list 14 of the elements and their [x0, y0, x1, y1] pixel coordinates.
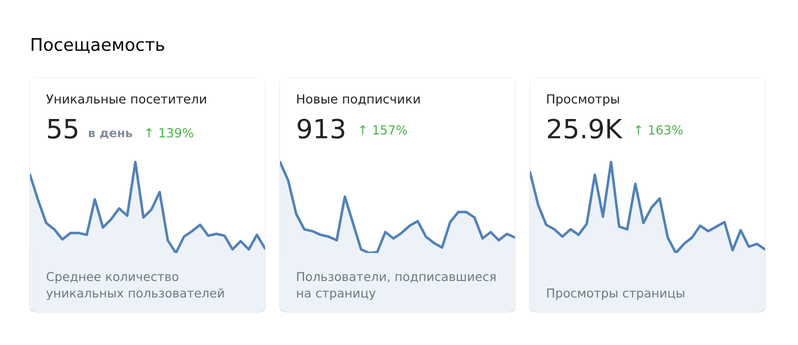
chart-subtitle: 25.9K	[548, 118, 623, 139]
chart-subtitle: 913	[298, 118, 344, 139]
text: ↑ 139%	[146, 128, 194, 138]
text: Пользователи, подписавшиеся на страницу	[297, 272, 496, 300]
text: ↑ 157%	[360, 125, 407, 135]
text: Просмотры страницы	[547, 288, 684, 300]
text: в день	[88, 130, 132, 139]
chart-title: Просмотры	[547, 94, 619, 106]
chart-subtitle: 55	[48, 119, 78, 139]
text: Посещаемость	[32, 38, 164, 54]
text: Среднее количество уникальных пользователей	[46, 272, 224, 300]
chart-title: Уникальные посетители	[46, 94, 206, 104]
chart-title: Новые подписчики	[297, 94, 420, 106]
text: ↑ 163%	[636, 125, 683, 135]
